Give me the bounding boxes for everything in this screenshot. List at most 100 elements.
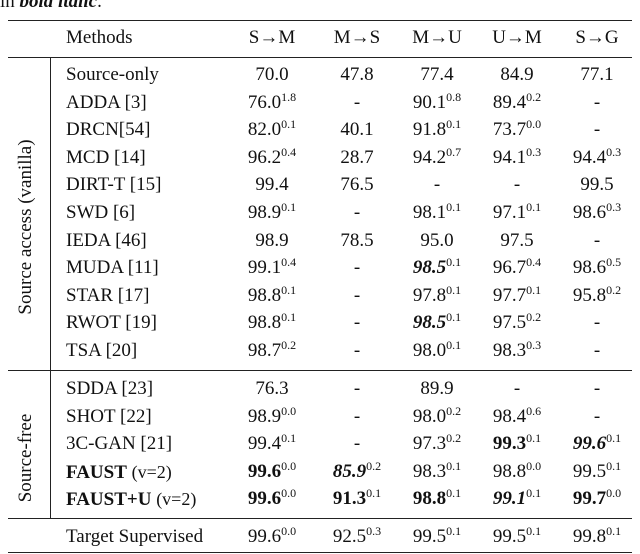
column-header: S→M [248, 27, 296, 48]
result-cell: 99.5 [580, 174, 613, 196]
result-cell: 92.50.3 [332, 524, 382, 548]
result-std: 0.4 [526, 255, 542, 270]
method-cell: DRCN[54] [66, 119, 150, 141]
result-value: 98.1 [412, 202, 447, 223]
result-cell: - [354, 340, 360, 362]
result-value: 28.7 [340, 146, 374, 168]
result-cell: 98.30.3 [492, 338, 542, 362]
result-cell: 98.9 [255, 230, 288, 252]
group-label: Source access (vanilla) [15, 139, 36, 315]
result-cell: - [354, 406, 360, 428]
rule [8, 20, 632, 21]
result-value: 99.7 [572, 488, 607, 510]
result-std: 0.1 [446, 458, 462, 473]
result-std: 0.5 [606, 255, 622, 270]
result-cell: 82.00.1 [248, 117, 297, 141]
result-std: 0.1 [446, 282, 462, 297]
result-value: 98.3 [492, 340, 527, 361]
result-value: 84.9 [500, 64, 534, 85]
result-cell: 76.5 [340, 174, 373, 196]
result-cell: 98.70.2 [248, 339, 296, 362]
result-cell: 99.70.0 [572, 487, 621, 510]
result-value: 99.4 [255, 174, 289, 196]
result-std: 0.1 [281, 282, 297, 297]
result-cell: - [594, 312, 600, 334]
method-cell: TSA [20] [66, 340, 137, 362]
result-value: 99.5 [572, 460, 607, 482]
result-std: 0.2 [526, 89, 542, 104]
result-std: 0.2 [526, 310, 542, 325]
result-value: 98.8 [492, 460, 527, 482]
result-std: 0.3 [606, 200, 622, 214]
method-name: Target Supervised [66, 526, 204, 547]
column-header: U→M [492, 27, 542, 48]
result-cell: 98.00.1 [412, 338, 462, 362]
result-cell: 99.60.0 [248, 460, 296, 483]
result-value: 98.0 [412, 405, 447, 427]
result-value: 98.0 [412, 340, 447, 361]
result-value: 97.7 [492, 284, 527, 306]
result-value: 98.8 [412, 488, 447, 510]
result-std: 0.1 [446, 338, 462, 352]
result-cell: - [594, 378, 600, 400]
method-cell: ADDA [3] [66, 92, 147, 114]
result-std: 0.7 [446, 144, 462, 159]
result-std: 0.8 [446, 89, 462, 104]
result-cell: 94.20.7 [413, 144, 462, 169]
method-cell: Target Supervised [66, 526, 203, 548]
result-cell: - [354, 257, 360, 279]
method-variant: (v=2) [131, 461, 172, 482]
result-value: 98.3 [412, 460, 447, 482]
result-std: 0.1 [366, 486, 382, 501]
result-cell: 98.60.5 [572, 255, 622, 279]
result-cell: 95.0 [420, 230, 453, 252]
result-cell: 97.10.1 [493, 201, 541, 224]
result-value: 98.8 [247, 312, 282, 334]
result-cell: 73.70.0 [493, 118, 541, 141]
result-std: 0.1 [281, 310, 297, 325]
rule [8, 518, 632, 519]
result-value: 99.5 [492, 526, 527, 547]
method-cell: MUDA [11] [66, 257, 159, 279]
result-cell: 96.70.4 [492, 255, 542, 279]
result-cell: 94.40.3 [573, 146, 621, 169]
result-std: 0.1 [606, 524, 622, 538]
result-std: 0.1 [281, 117, 297, 132]
method-name: FAUST [66, 461, 127, 483]
method-cell: SWD [6] [66, 202, 135, 224]
result-cell: 98.10.1 [412, 201, 461, 224]
result-value: 89.9 [420, 378, 454, 399]
rule [8, 57, 632, 58]
result-value: 98.8 [247, 284, 282, 306]
result-value: 97.8 [412, 284, 447, 306]
result-cell: 98.80.1 [247, 282, 297, 307]
result-cell: 89.40.2 [493, 89, 542, 114]
result-value: 85.9 [332, 460, 367, 482]
result-cell: 97.5 [500, 230, 533, 252]
method-name: DRCN[54] [66, 119, 151, 141]
result-cell: 84.9 [500, 64, 533, 86]
result-value: 70.0 [255, 64, 289, 85]
caption-emph: bold italic [19, 0, 98, 12]
result-cell: 98.50.1 [413, 311, 461, 334]
result-value: - [353, 284, 361, 306]
column-header: M→S [333, 27, 381, 48]
result-value: 98.6 [572, 257, 607, 279]
result-value: 98.9 [247, 405, 282, 427]
result-cell: 99.60.0 [248, 525, 296, 548]
result-std: 0.3 [366, 524, 382, 538]
result-cell: 95.80.2 [573, 284, 621, 307]
result-value: - [593, 312, 601, 334]
result-std: 0.1 [446, 255, 462, 270]
result-std: 0.3 [526, 338, 542, 352]
column-header: Methods [66, 27, 133, 48]
result-cell: 98.80.1 [412, 487, 461, 510]
result-std: 0.0 [281, 486, 297, 501]
method-cell: SDDA [23] [66, 378, 153, 400]
result-value: 98.4 [492, 405, 527, 427]
method-cell: FAUST (v=2) [66, 461, 172, 484]
method-cell: RWOT [19] [66, 312, 157, 334]
result-value: 96.7 [492, 257, 527, 279]
result-value: 92.5 [332, 526, 367, 547]
